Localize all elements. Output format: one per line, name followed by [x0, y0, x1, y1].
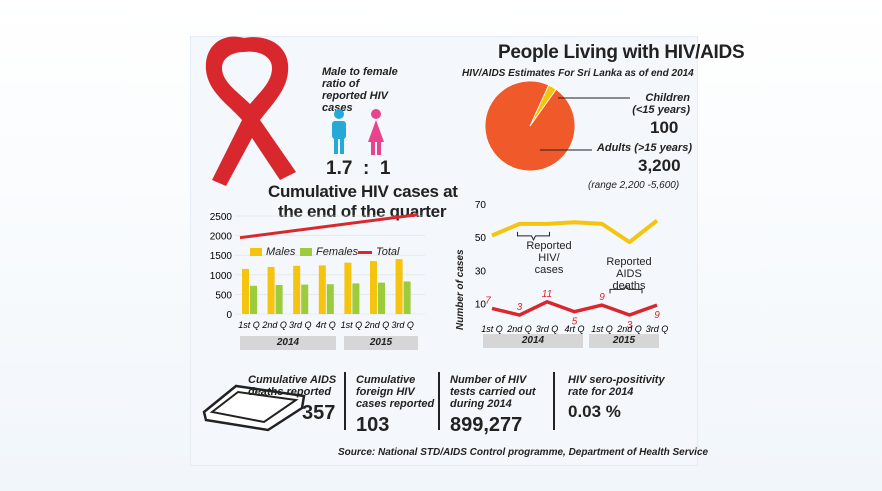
hiv-bracket: [517, 231, 550, 242]
stat-seropositivity-value: 0.03 %: [568, 402, 621, 421]
legend-total: Total: [376, 246, 400, 258]
bar-males: [370, 261, 377, 314]
divider: [553, 372, 555, 430]
stat-tests-label: Number of HIV tests carried out during 2…: [450, 374, 536, 410]
bar-males: [395, 259, 403, 314]
line-year-2015: 2015: [589, 334, 659, 348]
bar-ytick-label: 1000: [210, 271, 233, 282]
bar-females: [403, 281, 411, 314]
bar-xtick-label: 2nd Q: [261, 320, 287, 330]
stat-tests-value: 899,277: [450, 414, 523, 436]
bar-ytick-label: 2000: [210, 232, 233, 243]
stat-foreign-value: 103: [356, 414, 390, 436]
hiv-series-label: Reported HIV/ cases: [526, 240, 572, 276]
bar-xtick-label: 4rt Q: [316, 320, 336, 330]
aids-data-label: 11: [542, 289, 552, 300]
legend-females-swatch: [300, 248, 312, 256]
stat-foreign-label: Cumulative foreign HIV cases reported: [356, 374, 435, 410]
bar-year-2015: 2015: [344, 336, 418, 350]
bar-ytick-label: 1500: [210, 251, 233, 262]
red-ribbon-icon: [205, 36, 296, 186]
bar-females: [250, 285, 257, 314]
aids-bracket: [609, 284, 643, 294]
aids-data-label: 5: [572, 317, 578, 328]
aids-data-label: 7: [485, 295, 491, 306]
legend-males: Males: [266, 246, 296, 258]
children-label: Children (<15 years): [632, 92, 690, 116]
legend-total-swatch: [358, 251, 372, 254]
line-xtick-label: 2nd Q: [506, 324, 532, 334]
bar-males: [293, 265, 301, 314]
line-xtick-label: 3rd Q: [536, 324, 559, 334]
coffin-icon: [202, 384, 306, 432]
aids-data-label: 3: [627, 320, 633, 331]
line-xtick-label: 1st Q: [481, 324, 503, 334]
bar-ytick-label: 2500: [210, 212, 233, 223]
bar-xtick-label: 3rd Q: [391, 320, 414, 330]
aids-series-label: Reported AIDS deaths: [606, 256, 652, 292]
bar-xtick-label: 1st Q: [341, 320, 363, 330]
legend-males-swatch: [250, 248, 262, 256]
bar-females: [378, 282, 385, 314]
bar-males: [242, 268, 249, 314]
page-subtitle: HIV/AIDS Estimates For Sri Lanka as of e…: [462, 68, 694, 79]
bar-males: [344, 262, 352, 314]
line-ytick-label: 30: [475, 266, 487, 277]
line-ytick-label: 50: [475, 233, 487, 244]
aids-deaths-line: [491, 300, 658, 317]
bar-xtick-label: 2nd Q: [364, 320, 390, 330]
bar-year-2014: 2014: [240, 336, 336, 350]
adults-label: Adults (>15 years): [596, 142, 692, 154]
aids-data-label: 9: [654, 310, 660, 321]
line-ytick-label: 70: [475, 200, 487, 211]
divider: [344, 372, 346, 430]
bar-females: [326, 284, 334, 314]
ratio-value: 1.7 : 1: [326, 158, 391, 179]
aids-data-label: 3: [517, 302, 523, 313]
source-note: Source: National STD/AIDS Control progra…: [338, 447, 709, 458]
bar-ytick-label: 500: [215, 290, 232, 301]
children-value: 100: [650, 118, 679, 137]
stat-aids-deaths-value: 357: [302, 402, 336, 424]
line-year-2014: 2014: [483, 334, 583, 348]
pie-chart: [484, 80, 630, 172]
bar-females: [275, 284, 283, 314]
hiv-cases-line: [491, 218, 659, 245]
bar-females: [301, 284, 309, 314]
line-xtick-label: 1st Q: [591, 324, 613, 334]
line-ytick-label: 10: [475, 299, 487, 310]
bar-xtick-label: 1st Q: [238, 320, 260, 330]
line-ylabel: Number of cases: [455, 249, 466, 330]
line-xtick-label: 2nd Q: [616, 324, 642, 334]
adults-range: (range 2,200 -5,600): [588, 180, 680, 191]
legend-females: Females: [316, 246, 359, 258]
aids-data-label: 9: [599, 292, 605, 303]
bar-females: [352, 283, 360, 314]
divider: [438, 372, 440, 430]
stat-aids-deaths-label: Cumulative AIDS deaths reported: [248, 374, 337, 398]
bar-xtick-label: 3rd Q: [289, 320, 312, 330]
page-title: People Living with HIV/AIDS: [498, 42, 745, 63]
bar-males: [267, 266, 275, 314]
line-xtick-label: 4rt Q: [564, 324, 584, 334]
stat-seropositivity-label: HIV sero-positivity rate for 2014: [568, 374, 665, 398]
pie-slice: [529, 84, 557, 127]
female-icon: [368, 109, 384, 155]
cumulative-title-1: Cumulative HIV cases at: [268, 182, 458, 201]
bar-ytick-label: 0: [226, 310, 232, 321]
adults-value: 3,200: [638, 156, 681, 175]
bar-males: [318, 265, 326, 314]
ratio-label: Male to female ratio of reported HIV cas…: [322, 66, 398, 114]
total-line: [239, 213, 419, 240]
pie-group: [484, 80, 630, 172]
male-icon: [332, 109, 346, 154]
line-xtick-label: 3rd Q: [646, 324, 669, 334]
